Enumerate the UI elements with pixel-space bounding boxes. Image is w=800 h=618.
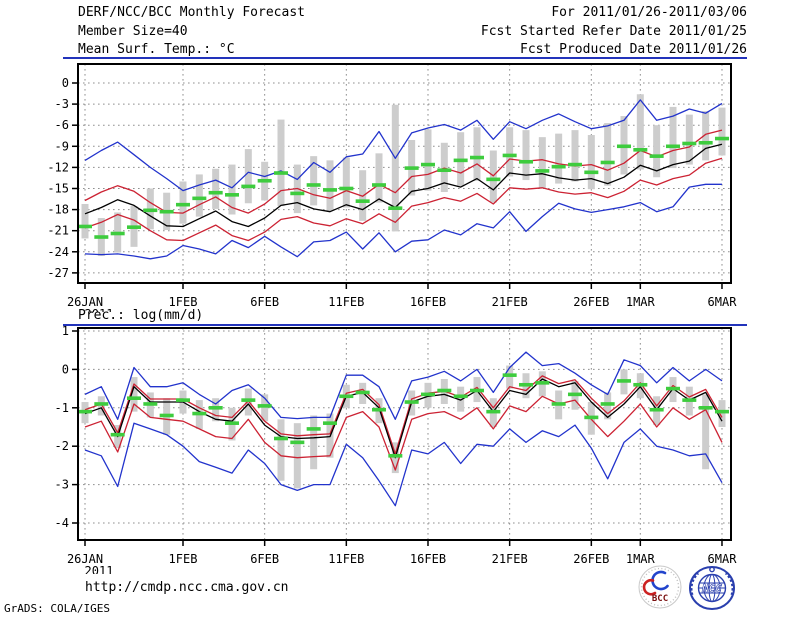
series-upper-spread: [84, 129, 723, 214]
plot-frame: [77, 327, 732, 541]
refer-date-label: Fcst Started Refer Date 2011/01/25: [480, 24, 747, 39]
prec-chart-title: Prec.: log(mm/d): [78, 308, 204, 323]
x-tick-label: 1FEB: [169, 552, 198, 566]
y-tick-label: -15: [47, 181, 69, 195]
y-tick-label: -24: [47, 245, 69, 259]
y-tick-label: -18: [47, 203, 69, 217]
x-tick-label: 6MAR: [708, 295, 738, 309]
agency-logos: BCC NCC: [638, 565, 735, 610]
series-upper-spread: [84, 375, 723, 455]
x-tick-label: 6FEB: [250, 295, 279, 309]
y-tick-label: 1: [62, 324, 69, 338]
x-tick-label: 21FEB: [492, 295, 528, 309]
x-tick-label: 11FEB: [328, 295, 364, 309]
x-tick-label: 26FEB: [573, 295, 609, 309]
grads-credit: GrADS: COLA/IGES: [4, 602, 110, 615]
series-ensemble-max: [84, 99, 723, 192]
prec-separator-line: [63, 324, 747, 326]
series-ensemble-max: [84, 351, 723, 420]
year-label: 2011: [85, 564, 114, 574]
x-tick-label: 1MAR: [626, 295, 656, 309]
series-lower-spread: [84, 395, 723, 471]
source-url: http://cmdp.ncc.cma.gov.cn: [85, 580, 289, 595]
forecast-range-label: For 2011/01/26-2011/03/06: [551, 5, 747, 20]
y-tick-label: -4: [55, 516, 69, 530]
ncc-logo-text: NCC: [701, 582, 722, 595]
series-lower-spread: [84, 157, 723, 242]
series-observation: [78, 373, 729, 458]
y-tick-label: 0: [62, 76, 69, 90]
series-ensemble-mean: [84, 378, 723, 459]
axes: 0 -3 -6 -9 -12 -15 -18 -21 -24 -27 26JAN 1FEB 6FEB 11…: [47, 76, 737, 312]
temperature-chart: 0 -3 -6 -9 -12 -15 -18 -21 -24 -27 26JAN 1FEB 6FEB 11…: [47, 63, 737, 312]
grid: [78, 64, 731, 283]
y-tick-label: -27: [47, 266, 69, 280]
series-observation: [78, 136, 729, 239]
y-tick-label: -3: [55, 478, 69, 492]
header-separator-line: [63, 57, 747, 59]
y-tick-label: -12: [47, 160, 69, 174]
produced-date-label: Fcst Produced Date 2011/01/26: [520, 42, 747, 57]
x-tick-label: 16FEB: [410, 295, 446, 309]
axes: 1 0 -1 -2 -3 -4 26JAN 1FEB 6FEB 11FEB 16FEB 21FEB 26…: [55, 324, 738, 574]
temp-chart-title: Mean Surf. Temp.: °C: [78, 42, 235, 57]
y-tick-label: -21: [47, 224, 69, 238]
y-tick-label: -1: [55, 401, 69, 415]
y-tick-label: -6: [55, 118, 69, 132]
x-tick-label: 1MAR: [626, 552, 656, 566]
series-member-spread-bar: [81, 94, 726, 257]
page-title: DERF/NCC/BCC Monthly Forecast: [78, 5, 305, 20]
ncc-logo: NCC: [689, 566, 735, 610]
bcc-logo: BCC: [638, 565, 682, 609]
plot-frame: [77, 63, 732, 284]
y-tick-label: -2: [55, 439, 69, 453]
series-ensemble-mean: [84, 143, 723, 228]
y-tick-label: -9: [55, 139, 69, 153]
x-tick-label: 6FEB: [250, 552, 279, 566]
x-tick-label: 26JAN: [67, 552, 103, 566]
precipitation-chart: 1 0 -1 -2 -3 -4 26JAN 1FEB 6FEB 11FEB 16FEB 21FEB 26…: [55, 324, 738, 574]
bcc-logo-text: BCC: [652, 594, 668, 604]
x-tick-label: 26FEB: [573, 552, 609, 566]
y-tick-label: -3: [55, 97, 69, 111]
x-tick-label: 21FEB: [492, 552, 528, 566]
x-tick-label: 26JAN: [67, 295, 103, 309]
x-tick-label: 6MAR: [708, 552, 738, 566]
grid: [78, 328, 731, 540]
x-tick-label: 11FEB: [328, 552, 364, 566]
series-ensemble-min: [84, 183, 722, 260]
series-ensemble-min: [84, 422, 723, 507]
x-tick-label: 16FEB: [410, 552, 446, 566]
y-tick-label: 0: [62, 362, 69, 376]
member-size-label: Member Size=40: [78, 24, 188, 39]
x-tick-label: 1FEB: [169, 295, 198, 309]
year-label: 2011: [85, 307, 114, 312]
